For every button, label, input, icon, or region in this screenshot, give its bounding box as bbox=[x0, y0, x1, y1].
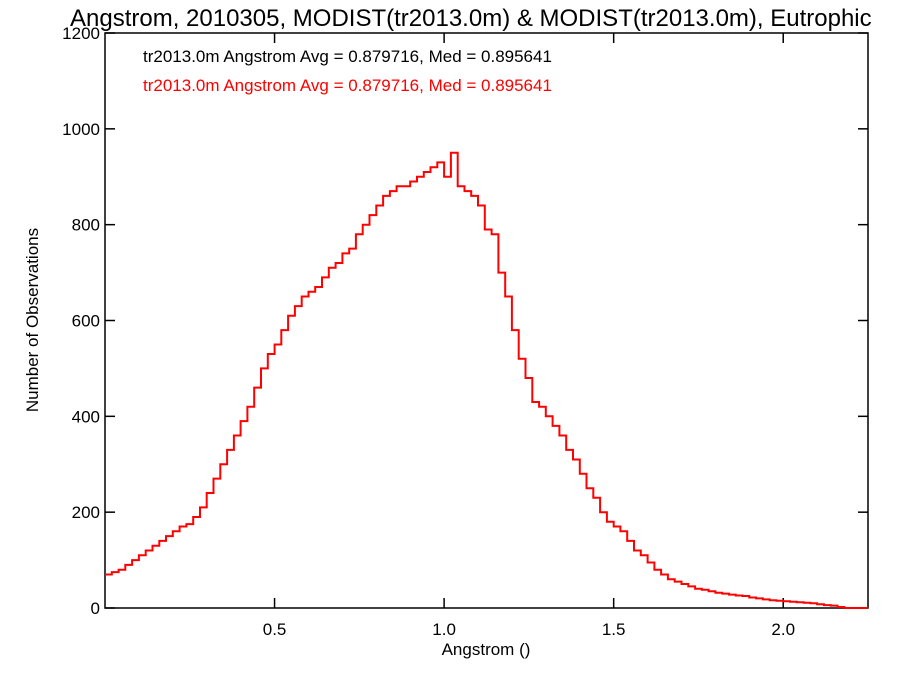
series-layer bbox=[105, 151, 868, 609]
chart-title: Angstrom, 2010305, MODIST(tr2013.0m) & M… bbox=[70, 5, 872, 32]
x-tick-label: 2.0 bbox=[771, 620, 795, 639]
plot-area: 0.5 1.0 1.5 2.0 0 200 400 600 800 1000 1200 bbox=[62, 24, 869, 639]
y-tick-label: 800 bbox=[72, 216, 100, 235]
stats-annotation-black: tr2013.0m Angstrom Avg = 0.879716, Med =… bbox=[143, 47, 552, 66]
y-axis: 0 200 400 600 800 1000 1200 bbox=[62, 24, 868, 618]
y-tick-label: 1000 bbox=[62, 120, 100, 139]
y-axis-label: Number of Observations bbox=[23, 228, 42, 412]
y-tick-label: 0 bbox=[91, 599, 100, 618]
x-tick-label: 1.5 bbox=[602, 620, 626, 639]
x-axis: 0.5 1.0 1.5 2.0 bbox=[263, 33, 795, 639]
y-tick-label: 600 bbox=[72, 312, 100, 331]
plot-frame bbox=[104, 32, 869, 609]
x-tick-label: 0.5 bbox=[263, 620, 287, 639]
y-tick-label: 400 bbox=[72, 407, 100, 426]
y-tick-label: 200 bbox=[72, 503, 100, 522]
y-tick-label: 1200 bbox=[62, 24, 100, 43]
histogram-series-line-0 bbox=[105, 151, 868, 609]
stats-annotation-red: tr2013.0m Angstrom Avg = 0.879716, Med =… bbox=[143, 76, 552, 95]
x-axis-label: Angstrom () bbox=[442, 640, 531, 659]
x-tick-label: 1.0 bbox=[432, 620, 456, 639]
